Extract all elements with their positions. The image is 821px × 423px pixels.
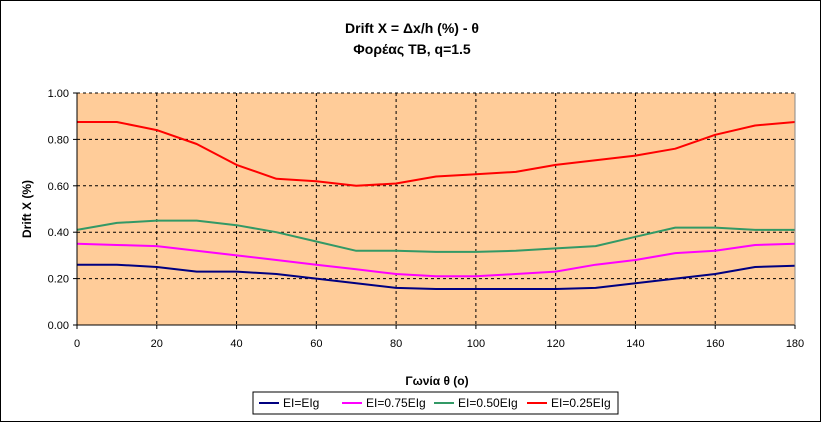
series-line [77, 263, 796, 290]
legend-items: EI=EIg EI=0.75EIg EI=0.50EIg EI=0.25EIg [259, 396, 611, 410]
x-tick-label: 0 [74, 338, 80, 350]
y-tick-label: 0.20 [48, 274, 69, 286]
x-tick-label: 80 [390, 338, 402, 350]
legend-label: EI=0.50EIg [458, 396, 518, 410]
y-tick-label: 0.60 [48, 181, 69, 193]
x-tick-label: 120 [546, 338, 564, 350]
grid-lines [77, 92, 795, 325]
axes [73, 92, 796, 329]
x-tick-labels: 0 20 40 60 80 100 120 140 160 180 [74, 338, 804, 350]
series-group [76, 121, 796, 290]
series-line [77, 121, 796, 187]
chart-subtitle: Φορέας TB, q=1.5 [353, 41, 471, 57]
y-axis-label: Drift X (%) [20, 180, 34, 238]
legend: EI=EIg EI=0.75EIg EI=0.50EIg EI=0.25EIg [252, 391, 619, 415]
legend-label: EI=EIg [283, 396, 319, 410]
legend-label: EI=0.75EIg [366, 396, 426, 410]
x-axis-label: Γωνία θ (ο) [405, 374, 468, 388]
x-tick-label: 160 [706, 338, 724, 350]
series-line [76, 242, 796, 278]
y-tick-label: 1.00 [48, 88, 69, 100]
x-tick-label: 140 [626, 338, 644, 350]
chart-title: Drift X = Δx/h (%) - θ [345, 20, 479, 36]
y-tick-label: 0.40 [48, 227, 69, 239]
y-tick-label: 0.80 [48, 134, 69, 146]
x-tick-label: 40 [230, 338, 242, 350]
y-tick-label: 0.00 [48, 320, 69, 332]
x-tick-label: 20 [151, 338, 163, 350]
x-tick-label: 100 [467, 338, 485, 350]
series-line [76, 219, 795, 253]
y-tick-labels: 0.00 0.20 0.40 0.60 0.80 1.00 [48, 88, 69, 332]
plot-area [77, 93, 795, 325]
legend-label: EI=0.25EIg [551, 396, 611, 410]
x-tick-label: 180 [786, 338, 804, 350]
x-tick-label: 60 [310, 338, 322, 350]
